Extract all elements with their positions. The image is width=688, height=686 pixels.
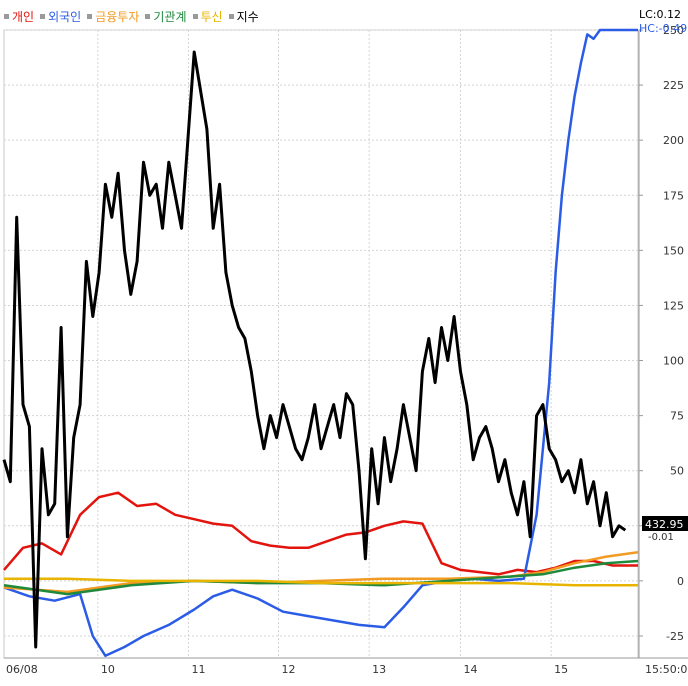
- legend-label: 기관계: [153, 10, 187, 24]
- y-tick-label: 50: [670, 465, 684, 478]
- x-tick-label: 06/08: [6, 663, 38, 676]
- hc-readout: HC:-0.49: [639, 22, 688, 35]
- legend-label: 지수: [236, 10, 259, 24]
- x-tick-label: 14: [463, 663, 477, 676]
- legend-item-4[interactable]: 투신: [192, 8, 223, 25]
- x-tick-label: 11: [191, 663, 205, 676]
- y-tick-label: 150: [663, 244, 684, 257]
- y-tick-labels: -250255075100125150175200225250: [663, 24, 684, 643]
- legend-label: 개인: [12, 10, 35, 24]
- legend-swatch: [145, 14, 151, 19]
- legend-label: 투신: [200, 10, 223, 24]
- y-tick-label: 75: [670, 410, 684, 423]
- x-tick-label: 15: [554, 663, 568, 676]
- y-tick-label: 125: [663, 299, 684, 312]
- legend-swatch: [192, 14, 198, 19]
- y-tick-label: 200: [663, 134, 684, 147]
- grid-layer: [4, 29, 643, 658]
- legend-swatch: [228, 14, 234, 19]
- legend-item-1[interactable]: 외국인: [40, 8, 81, 25]
- x-tick-label: 12: [282, 663, 296, 676]
- legend-label: 금융투자: [95, 10, 140, 24]
- series-line-5: [2, 50, 627, 649]
- y-tick-label: -25: [666, 630, 684, 643]
- y-tick-label: 250: [663, 24, 684, 37]
- legend-item-2[interactable]: 금융투자: [87, 8, 139, 25]
- y-tick-label: 225: [663, 79, 684, 92]
- series-line-3: [3, 559, 639, 596]
- legend-swatch: [4, 14, 9, 19]
- x-end-label: 15:50:0: [645, 663, 687, 676]
- last-value-text: 432.95: [645, 518, 684, 531]
- series-line-1: [3, 28, 638, 658]
- series-layer: [2, 28, 639, 658]
- legend-label: 외국인: [48, 10, 82, 24]
- legend-item-3[interactable]: 기관계: [145, 8, 187, 25]
- last-value-small-text: -0.01: [648, 532, 674, 543]
- x-tick-labels: 06/08 10 11 12 13 14 15 15:50:0: [6, 663, 687, 676]
- series-line-4: [4, 577, 638, 587]
- legend: 개인 외국인 금융투자 기관계 투신 지수: [4, 8, 259, 25]
- y-tick-label: 0: [677, 575, 684, 588]
- series-line-0: [3, 491, 638, 576]
- x-tick-label: 13: [372, 663, 386, 676]
- legend-item-5[interactable]: 지수: [228, 8, 259, 25]
- legend-swatch: [40, 14, 46, 19]
- legend-item-0[interactable]: 개인: [4, 8, 34, 25]
- last-value-box: [642, 516, 688, 531]
- x-tick-label: 10: [101, 663, 115, 676]
- y-tick-label: 100: [663, 355, 684, 368]
- y-tick-label: 175: [663, 189, 684, 202]
- series-line-2: [3, 550, 639, 594]
- legend-swatch: [87, 14, 93, 19]
- plot-area-border: [3, 29, 639, 659]
- lc-readout: LC:0.12: [639, 8, 682, 21]
